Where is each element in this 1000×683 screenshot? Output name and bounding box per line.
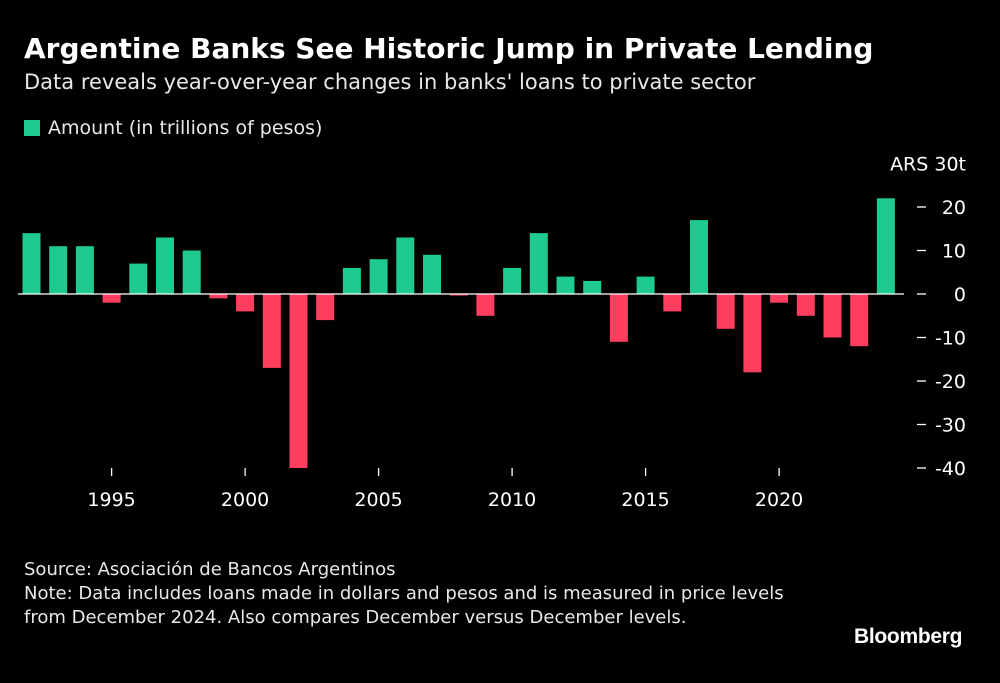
bloomberg-logo: Bloomberg xyxy=(854,625,963,648)
bar-2018 xyxy=(716,294,735,329)
chart-subtitle: Data reveals year-over-year changes in b… xyxy=(24,70,756,94)
bar-2022 xyxy=(823,294,842,338)
bar-2005 xyxy=(369,259,388,294)
bar-1992 xyxy=(22,233,41,294)
bar-2007 xyxy=(423,254,441,294)
bar-chart: 1995 2000 2005 2010 2015 2020 ARS 30t 20100-1… xyxy=(18,154,966,511)
bar-2009 xyxy=(476,294,495,316)
chart-title: Argentine Banks See Historic Jump in Pri… xyxy=(24,32,874,65)
bar-2012 xyxy=(556,276,575,294)
bar-2010 xyxy=(503,267,522,294)
y-tick-label-4: -20 xyxy=(935,371,966,393)
note-text: Note: Data includes loans made in dollar… xyxy=(24,583,784,628)
x-tick-label-2010: 2010 xyxy=(488,489,536,511)
legend-label: Amount (in trillions of pesos) xyxy=(48,117,323,139)
bars-group xyxy=(22,198,895,468)
bar-2013 xyxy=(583,280,602,294)
bar-2020 xyxy=(770,294,789,303)
bar-2014 xyxy=(609,294,628,342)
x-tick-label-2020: 2020 xyxy=(755,489,803,511)
y-tick-label-5: -30 xyxy=(935,415,966,437)
bar-2016 xyxy=(663,294,682,312)
y-tick-label-2: 0 xyxy=(954,284,966,306)
y-tick-label-3: -10 xyxy=(935,328,966,350)
y-tick-label-0: 20 xyxy=(942,197,966,219)
x-tick-label-2005: 2005 xyxy=(354,489,402,511)
y-tick-label-1: 10 xyxy=(942,241,966,263)
bar-2002 xyxy=(289,294,308,468)
y-tick-label-6: -40 xyxy=(935,458,966,480)
bar-1999 xyxy=(209,294,228,299)
bar-2017 xyxy=(690,220,708,294)
footer: Source: Asociación de Bancos Argentinos … xyxy=(24,558,784,630)
x-tick-label-2000: 2000 xyxy=(221,489,269,511)
bar-1994 xyxy=(75,246,94,294)
y-axis: ARS 30t 20 10 0 -10 -20 -30 -40 xyxy=(890,154,966,481)
bar-2001 xyxy=(262,294,281,368)
bar-2015 xyxy=(636,276,655,294)
bar-2011 xyxy=(529,233,548,294)
x-tick-label-1995: 1995 xyxy=(87,489,135,511)
x-axis: 1995 2000 2005 2010 2015 2020 xyxy=(87,468,803,511)
bar-2024 xyxy=(876,198,895,294)
bar-2006 xyxy=(396,237,415,294)
bar-1998 xyxy=(182,250,201,294)
bar-1993 xyxy=(49,246,68,294)
bar-2008 xyxy=(449,294,468,296)
bar-2021 xyxy=(796,294,815,316)
legend-swatch xyxy=(24,120,40,136)
x-tick-label-2015: 2015 xyxy=(621,489,669,511)
legend: Amount (in trillions of pesos) xyxy=(24,117,322,139)
bar-2004 xyxy=(342,267,361,294)
bar-2019 xyxy=(743,294,762,373)
bar-1996 xyxy=(129,263,148,294)
bar-2000 xyxy=(236,294,255,312)
source-text: Source: Asociación de Bancos Argentinos xyxy=(24,559,396,580)
bar-2023 xyxy=(850,294,869,347)
bar-1995 xyxy=(102,294,121,303)
bar-1997 xyxy=(156,237,174,294)
bar-2003 xyxy=(316,294,335,321)
y-axis-unit-label: ARS 30t xyxy=(890,154,966,176)
